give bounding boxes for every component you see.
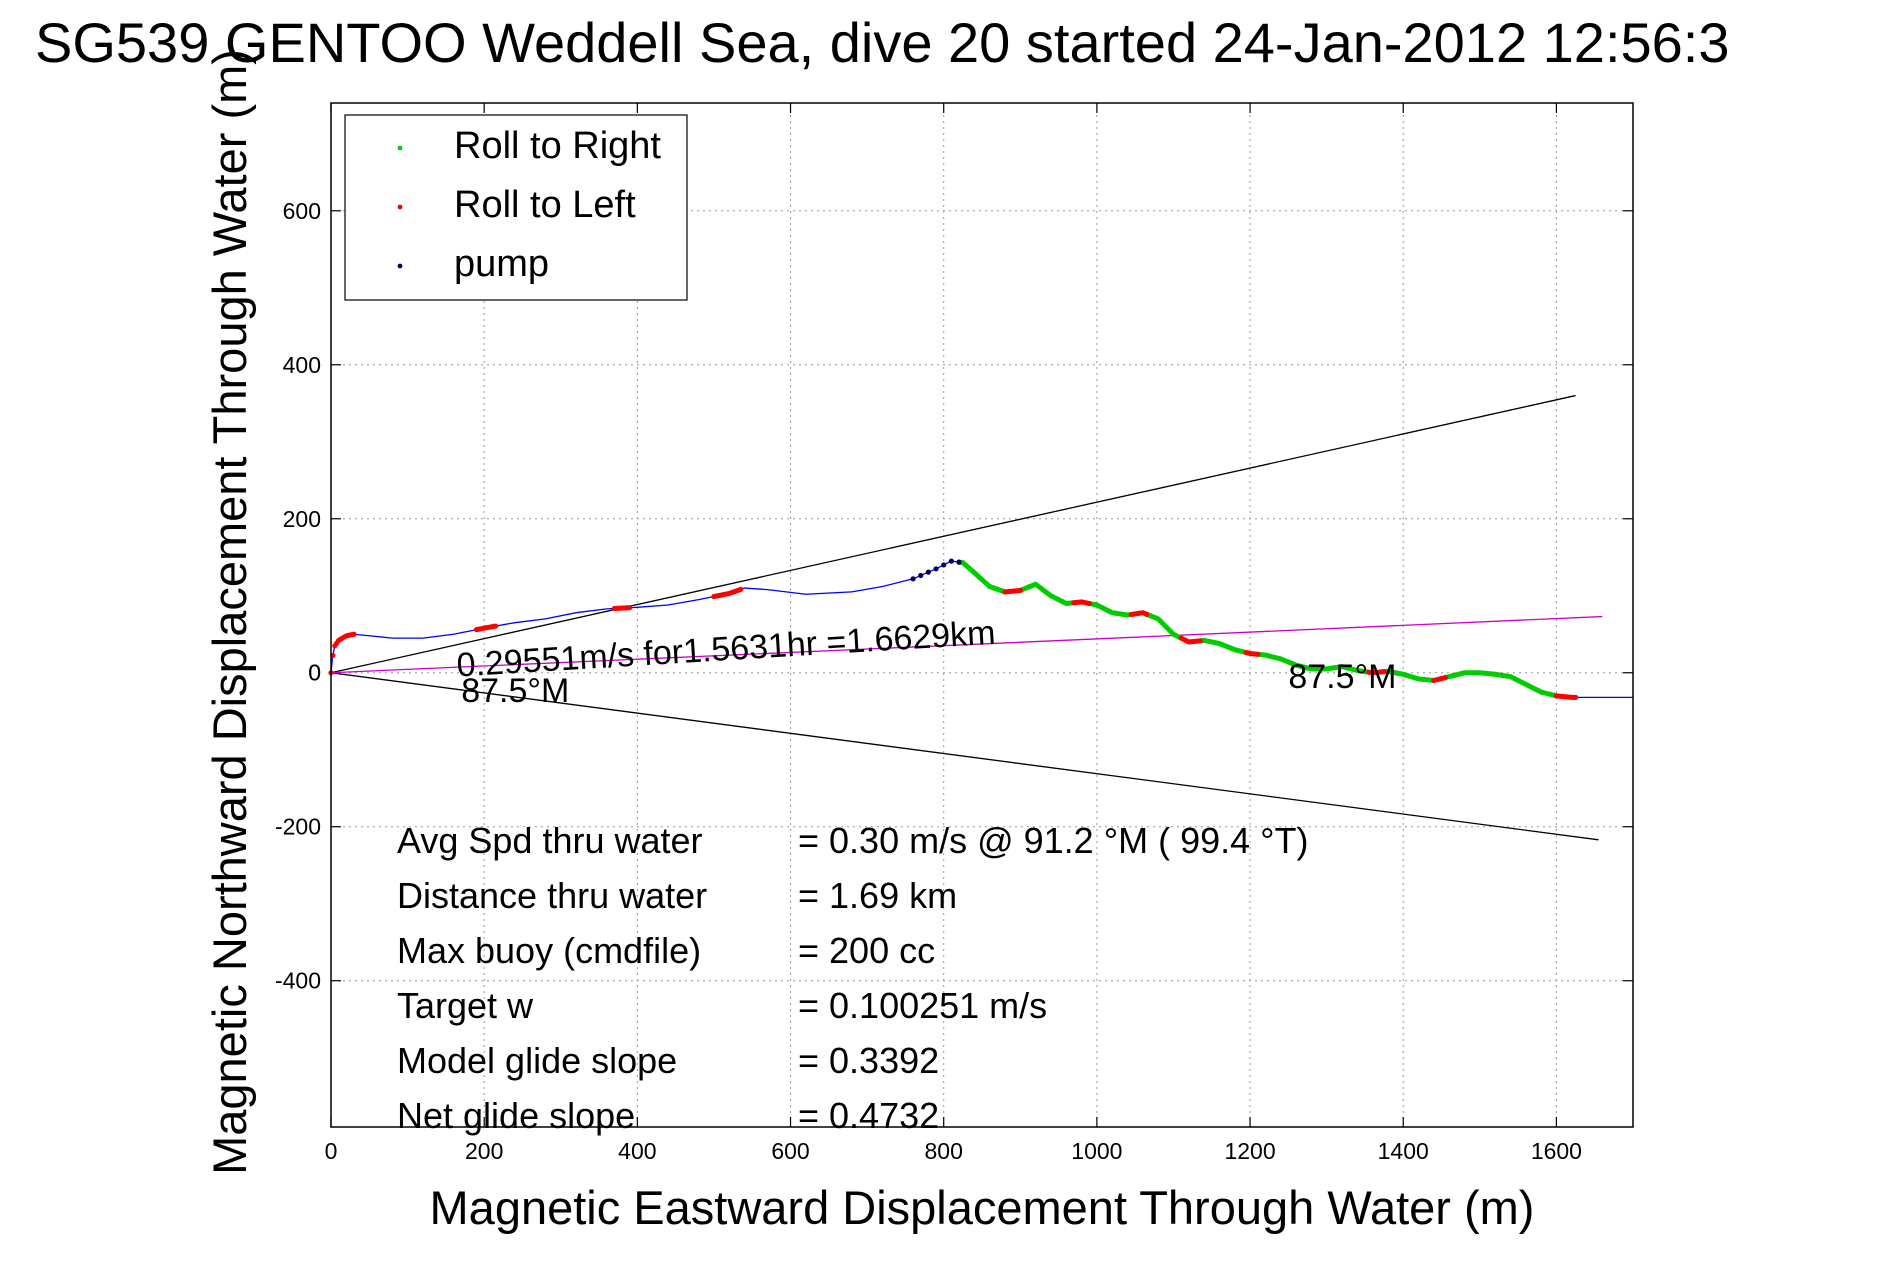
- chart-title: SG539 GENTOO Weddell Sea, dive 20 starte…: [35, 11, 1730, 74]
- reference-line-upper-bound: [330, 394, 1576, 674]
- pump-mark: [941, 562, 947, 568]
- roll-left-mark: [1017, 587, 1023, 593]
- roll-left-mark: [493, 623, 499, 629]
- y-tick-label: 0: [308, 660, 321, 686]
- x-tick-label: 1400: [1378, 1138, 1429, 1164]
- stat-value: = 0.4732: [798, 1095, 939, 1136]
- stat-label: Max buoy (cmdfile): [397, 930, 701, 971]
- y-tick-label: -200: [275, 814, 321, 840]
- stat-label: Model glide slope: [397, 1040, 677, 1081]
- legend-label: Roll to Right: [454, 125, 661, 167]
- legend-label: pump: [454, 243, 549, 285]
- reference-lines: [330, 394, 1603, 841]
- legend-marker: [397, 145, 403, 151]
- roll-left-mark: [1086, 600, 1092, 607]
- plot-frame: [330, 102, 1634, 1128]
- x-axis-label: Magnetic Eastward Displacement Through W…: [430, 1181, 1535, 1234]
- legend-marker: [397, 204, 403, 210]
- legend-marker: [397, 263, 403, 269]
- stat-value: = 1.69 km: [798, 875, 957, 916]
- roll-left-mark: [351, 631, 357, 637]
- stat-value: = 0.30 m/s @ 91.2 °M ( 99.4 °T): [798, 820, 1309, 861]
- pump-mark: [948, 558, 954, 564]
- stat-label: Distance thru water: [397, 875, 707, 916]
- y-axis-label: Magnetic Northward Displacement Through …: [203, 49, 256, 1175]
- stat-label: Net glide slope: [397, 1095, 635, 1136]
- stat-label: Avg Spd thru water: [397, 820, 703, 861]
- pump-mark: [933, 566, 939, 572]
- pump-mark: [918, 572, 924, 579]
- roll-left-mark: [1255, 651, 1261, 657]
- stat-value: = 200 cc: [798, 930, 935, 971]
- x-tick-label: 0: [325, 1138, 338, 1164]
- stat-value: = 0.3392: [798, 1040, 939, 1081]
- pump-mark: [956, 559, 962, 565]
- roll-left-mark: [1144, 611, 1150, 617]
- x-tick-label: 600: [771, 1138, 809, 1164]
- stats-panel: Avg Spd thru water = 0.30 m/s @ 91.2 °M (…: [397, 820, 1309, 1136]
- x-tick-label: 400: [618, 1138, 656, 1164]
- y-tick-label: 200: [283, 506, 321, 532]
- y-tick-label: 0: [308, 660, 321, 686]
- x-tick-label: 1600: [1531, 1138, 1582, 1164]
- roll-left-mark: [1572, 694, 1579, 700]
- tick-labels: 0 200 400 600 800 1000 1200 1400 1600 -400 -200 0 20…: [275, 198, 1582, 1164]
- roll-markers: [328, 558, 1579, 700]
- roll-left-mark: [1197, 638, 1203, 644]
- roll-left-mark: [738, 586, 744, 593]
- roll-left-mark: [1381, 668, 1387, 675]
- pump-mark: [910, 576, 916, 582]
- x-tick-label: 800: [925, 1138, 963, 1164]
- roll-left-mark: [627, 605, 633, 611]
- x-tick-label: 200: [465, 1138, 503, 1164]
- legend: Roll to Right Roll to Left pump: [344, 114, 688, 301]
- roll-left-mark: [1442, 674, 1448, 681]
- annotation: 87.5°M: [461, 672, 569, 710]
- legend-label: Roll to Left: [454, 184, 636, 226]
- x-tick-label: 1000: [1071, 1138, 1122, 1164]
- y-tick-label: 600: [283, 198, 321, 224]
- stat-value: = 0.100251 m/s: [798, 985, 1047, 1026]
- y-tick-label: 400: [283, 352, 321, 378]
- y-tick-label: -400: [275, 968, 321, 994]
- annotation: 87.5°M: [1288, 658, 1396, 696]
- pump-mark: [925, 569, 931, 575]
- reference-line-lower-bound: [330, 672, 1599, 841]
- stat-label: Target w: [397, 985, 534, 1026]
- x-tick-label: 1200: [1224, 1138, 1275, 1164]
- reference-line-heading: [330, 615, 1603, 674]
